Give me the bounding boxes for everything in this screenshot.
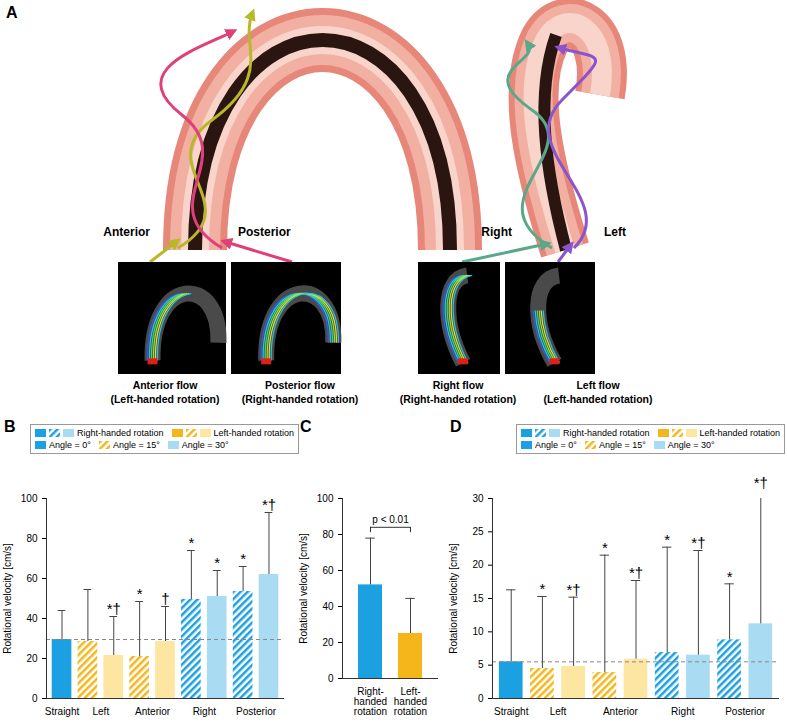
svg-text:Anterior flow: Anterior flow (133, 379, 199, 391)
svg-text:Left: Left (604, 225, 626, 239)
html-text:Angle = 30°: Angle = 30° (667, 440, 715, 450)
svg-text:*: * (539, 580, 545, 597)
svg-text:*: * (727, 568, 733, 585)
html-text:C: C (300, 418, 312, 435)
svg-text:(Left-handed rotation): (Left-handed rotation) (110, 393, 219, 405)
svg-text:A: A (6, 4, 18, 21)
svg-text:Straight: Straight (45, 706, 80, 717)
svg-text:0: 0 (328, 673, 334, 684)
svg-text:30: 30 (472, 493, 484, 504)
svg-text:*: * (240, 550, 246, 567)
svg-text:*†: *† (567, 581, 581, 598)
html-text:Left-handed rotation: Left-handed rotation (213, 428, 295, 438)
svg-text:Left: Left (92, 706, 109, 717)
svg-text:*: * (137, 585, 143, 602)
svg-text:80: 80 (322, 529, 334, 540)
svg-text:20: 20 (322, 637, 334, 648)
html-text:Angle = 0°: Angle = 0° (49, 440, 91, 450)
svg-text:20: 20 (472, 559, 484, 570)
svg-text:Rotational velocity [cm/s]: Rotational velocity [cm/s] (2, 543, 13, 654)
svg-text:Left flow: Left flow (576, 379, 620, 391)
svg-text:40: 40 (26, 613, 38, 624)
svg-text:5: 5 (478, 659, 484, 670)
svg-text:†: † (161, 590, 169, 607)
svg-text:(Left-handed rotation): (Left-handed rotation) (543, 393, 652, 405)
svg-text:0: 0 (478, 693, 484, 704)
html-text:D: D (450, 418, 462, 435)
html-text:Right-handed rotation: Right-handed rotation (563, 428, 650, 438)
svg-text:Right: Right (671, 706, 695, 717)
svg-text:*†: *† (262, 496, 276, 513)
svg-text:Rotational velocity [cm/s]: Rotational velocity [cm/s] (448, 543, 459, 654)
svg-text:Posterior: Posterior (238, 225, 291, 239)
svg-text:100: 100 (317, 493, 334, 504)
svg-text:Posterior: Posterior (725, 706, 766, 717)
svg-text:*†: *† (629, 564, 643, 581)
svg-text:80: 80 (26, 533, 38, 544)
svg-text:*: * (602, 539, 608, 556)
svg-text:Anterior: Anterior (603, 706, 639, 717)
svg-text:100: 100 (21, 493, 38, 504)
svg-text:(Right-handed rotation): (Right-handed rotation) (242, 393, 359, 405)
svg-text:Right flow: Right flow (433, 379, 485, 391)
svg-text:*†: *† (691, 534, 705, 551)
svg-text:*: * (214, 554, 220, 571)
svg-text:*†: *† (754, 474, 768, 491)
svg-text:(Right-handed rotation): (Right-handed rotation) (400, 393, 517, 405)
svg-text:Right-handedrotation: Right-handedrotation (354, 686, 387, 717)
svg-text:60: 60 (322, 565, 334, 576)
html-text:Right-handed rotation: Right-handed rotation (77, 428, 164, 438)
html-text:Angle = 15°: Angle = 15° (598, 440, 646, 450)
svg-text:Rotational velocity [cm/s]: Rotational velocity [cm/s] (298, 533, 309, 644)
svg-text:40: 40 (322, 601, 334, 612)
svg-text:Anterior: Anterior (103, 225, 150, 239)
html-text:Left-handed rotation: Left-handed rotation (699, 428, 781, 438)
html-text:Angle = 15°: Angle = 15° (112, 440, 160, 450)
svg-text:*†: *† (107, 600, 121, 617)
html-text:B: B (4, 418, 16, 435)
svg-text:Right: Right (481, 225, 512, 239)
svg-text:Anterior: Anterior (135, 706, 171, 717)
svg-text:p < 0.01: p < 0.01 (372, 514, 409, 525)
svg-text:Left-handedrotation: Left-handedrotation (394, 686, 427, 717)
svg-text:Straight: Straight (494, 706, 529, 717)
svg-text:0: 0 (32, 693, 38, 704)
svg-text:*: * (664, 531, 670, 548)
svg-text:25: 25 (472, 526, 484, 537)
svg-text:Right: Right (193, 706, 217, 717)
svg-text:20: 20 (26, 653, 38, 664)
svg-text:15: 15 (472, 593, 484, 604)
svg-text:Posterior flow: Posterior flow (265, 379, 336, 391)
svg-text:60: 60 (26, 573, 38, 584)
html-text:Angle = 0°: Angle = 0° (535, 440, 577, 450)
svg-text:Posterior: Posterior (236, 706, 277, 717)
svg-text:10: 10 (472, 626, 484, 637)
html-text:Angle = 30°: Angle = 30° (181, 440, 229, 450)
svg-text:*: * (188, 534, 194, 551)
svg-text:Left: Left (550, 706, 567, 717)
